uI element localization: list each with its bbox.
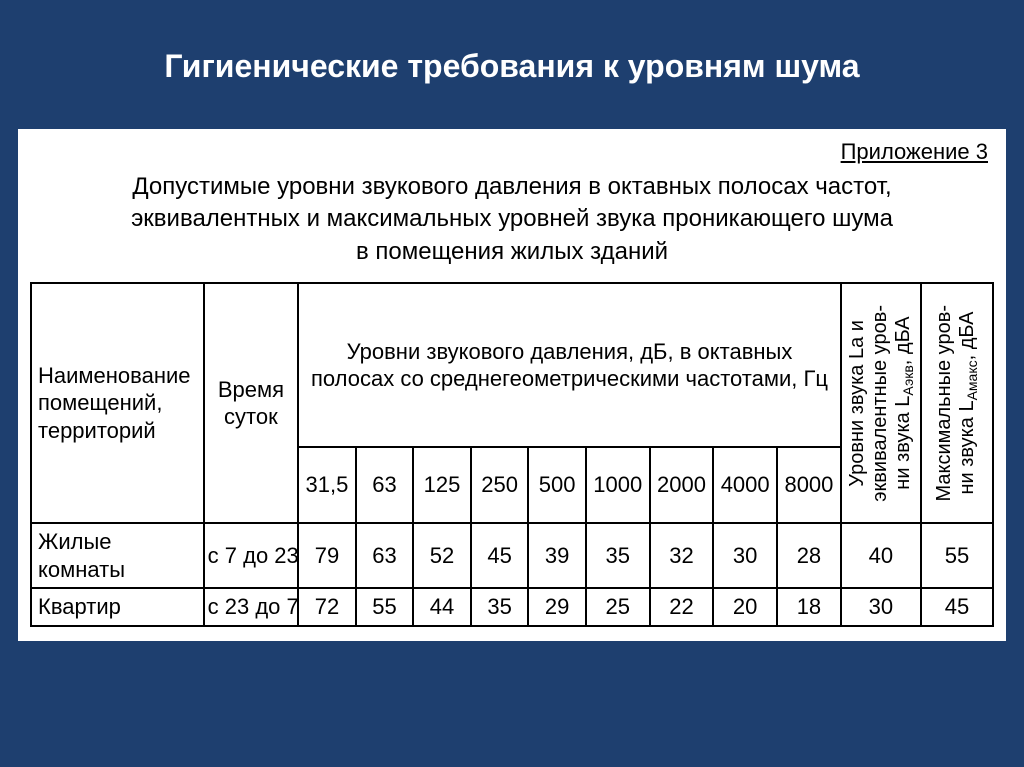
cell-value: 32 [650,523,714,588]
cell-value: 29 [528,588,586,626]
col-header-name: Наименование помещений, территорий [31,283,204,523]
header-row-1: Наименование помещений, территорий Время… [31,283,993,447]
slide-title: Гигиенические требования к уровням шума [0,0,1024,129]
table-row: Жилые комнаты с 7 до 23 79 63 52 45 39 3… [31,523,993,588]
col-header-max: Максимальные уров-ни звука LАмакс, дБА [921,283,993,523]
cell-value: 79 [298,523,356,588]
freq-header: 4000 [713,447,777,523]
freq-header: 63 [356,447,414,523]
cell-value: 52 [413,523,471,588]
cell-name: Квартир [31,588,204,626]
freq-header: 31,5 [298,447,356,523]
caption-line-3: в помещения жилых зданий [356,238,668,265]
cell-value: 39 [528,523,586,588]
cell-max: 45 [921,588,993,626]
freq-header: 2000 [650,447,714,523]
freq-header: 250 [471,447,529,523]
cell-value: 25 [586,588,650,626]
caption-line-2: эквивалентных и максимальных уровней зву… [131,205,893,232]
cell-name: Жилые комнаты [31,523,204,588]
cell-eq: 30 [841,588,921,626]
cell-value: 63 [356,523,414,588]
cell-value: 44 [413,588,471,626]
freq-header: 500 [528,447,586,523]
content-panel: Приложение 3 Допустимые уровни звукового… [18,129,1006,641]
col-header-eq-text: Уровни звука La иэквивалентные уров-ни з… [846,305,916,502]
col-header-eq: Уровни звука La иэквивалентные уров-ни з… [841,283,921,523]
cell-time: с 7 до 23 [204,523,299,588]
table-row: Квартир с 23 до 7 72 55 44 35 29 25 22 2… [31,588,993,626]
col-header-spl: Уровни звукового давления, дБ, в октавны… [298,283,841,447]
col-header-max-text: Максимальные уров-ни звука LАмакс, дБА [933,305,980,502]
cell-value: 35 [586,523,650,588]
cell-max: 55 [921,523,993,588]
cell-value: 30 [713,523,777,588]
cell-value: 72 [298,588,356,626]
col-header-time: Время суток [204,283,299,523]
freq-header: 1000 [586,447,650,523]
table-caption: Допустимые уровни звукового давления в о… [30,171,994,268]
cell-eq: 40 [841,523,921,588]
appendix-label: Приложение 3 [30,139,994,165]
cell-value: 55 [356,588,414,626]
cell-value: 28 [777,523,841,588]
cell-value: 22 [650,588,714,626]
cell-value: 45 [471,523,529,588]
cell-time: с 23 до 7 [204,588,299,626]
noise-levels-table: Наименование помещений, территорий Время… [30,282,994,627]
cell-value: 18 [777,588,841,626]
caption-line-1: Допустимые уровни звукового давления в о… [132,173,891,200]
cell-value: 20 [713,588,777,626]
cell-value: 35 [471,588,529,626]
freq-header: 125 [413,447,471,523]
freq-header: 8000 [777,447,841,523]
